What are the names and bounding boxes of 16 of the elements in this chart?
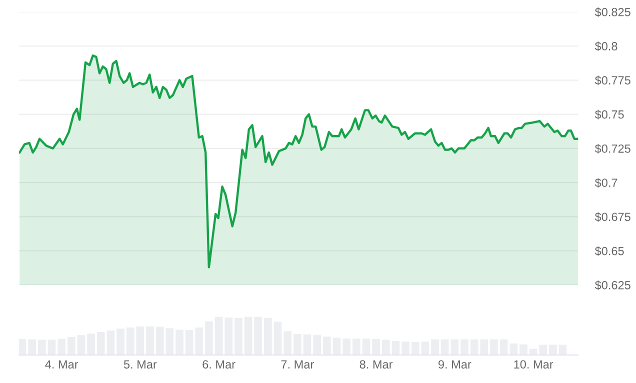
x-tick-label: 5. Mar (124, 360, 157, 369)
x-tick-label: 6. Mar (202, 360, 236, 369)
x-tick-label: 8. Mar (360, 360, 393, 369)
y-tick-label: $0.775 (594, 76, 630, 86)
x-tick-label: 10. Mar (514, 360, 554, 369)
x-tick-label: 7. Mar (281, 360, 314, 369)
y-tick-label: $0.8 (594, 42, 618, 52)
y-tick-label: $0.7 (594, 178, 618, 188)
y-tick-label: $0.75 (594, 110, 624, 120)
y-tick-label: $0.675 (594, 212, 630, 222)
y-tick-label: $0.625 (594, 280, 630, 290)
y-tick-label: $0.65 (594, 246, 624, 256)
y-tick-label: $0.725 (594, 144, 630, 154)
x-tick-label: 9. Mar (438, 360, 472, 369)
y-tick-label: $0.825 (594, 7, 630, 17)
x-tick-label: 4. Mar (45, 360, 78, 369)
